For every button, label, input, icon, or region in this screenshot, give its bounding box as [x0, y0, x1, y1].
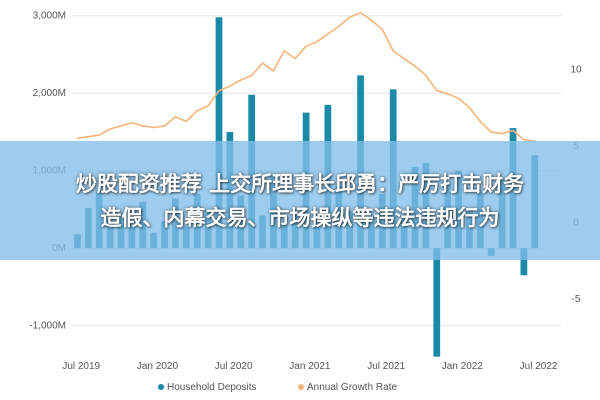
- line-point: [272, 70, 275, 72]
- bar: [433, 248, 441, 357]
- line-point: [337, 25, 340, 28]
- line-point: [207, 105, 209, 107]
- line-point: [239, 79, 242, 81]
- line-point: [327, 33, 329, 35]
- headline-banner: 炒股配资推荐 上交所理事长邱勇：严厉打击财务 造假、内幕交易、市场操纵等违法违规…: [0, 141, 600, 260]
- x-tick-label: Jan 2022: [442, 361, 484, 372]
- line-point: [98, 134, 101, 136]
- x-tick-label: Jan 2020: [137, 361, 179, 372]
- legend: Household Deposits Annual Growth Rate: [158, 382, 397, 393]
- line-point: [185, 120, 188, 123]
- line-point: [414, 65, 416, 68]
- line-point: [152, 126, 155, 129]
- line-point: [305, 45, 307, 48]
- bar: [520, 248, 528, 276]
- y-right-tick-label: 10: [570, 64, 582, 75]
- line-point: [316, 40, 318, 43]
- x-tick-label: Jul 2020: [215, 361, 253, 372]
- line-point: [261, 62, 264, 64]
- line-point: [370, 19, 373, 22]
- headline-line-1: 炒股配资推荐 上交所理事长邱勇：严厉打击财务: [75, 171, 525, 196]
- line-point: [250, 74, 253, 77]
- line-point: [523, 138, 525, 141]
- legend-marker-household-deposits: [158, 384, 164, 390]
- line-point: [174, 115, 177, 118]
- line-point: [479, 120, 482, 123]
- line-point: [490, 131, 493, 133]
- legend-marker-annual-growth-rate: [298, 384, 304, 390]
- line-point: [381, 28, 384, 31]
- legend-label-annual-growth-rate: Annual Growth Rate: [307, 382, 397, 393]
- x-tick-label: Jan 2021: [289, 361, 331, 372]
- y-left-tick-label: -1,000M: [29, 321, 66, 332]
- line-point: [120, 125, 122, 127]
- line-point: [229, 85, 231, 87]
- line-point: [141, 125, 144, 127]
- line-point: [468, 106, 471, 109]
- y-right-tick-label: -5: [572, 294, 581, 305]
- line-point: [76, 137, 79, 140]
- x-tick-label: Jul 2022: [520, 361, 558, 372]
- line-point: [435, 89, 438, 92]
- line-point: [446, 92, 449, 95]
- line-point: [348, 16, 351, 18]
- line-point: [218, 89, 220, 92]
- y-left-tick-label: 2,000M: [33, 88, 66, 99]
- line-point: [283, 50, 286, 52]
- bar: [215, 17, 223, 249]
- x-tick-label: Jul 2019: [62, 361, 100, 372]
- line-point: [359, 11, 362, 14]
- line-point: [131, 122, 133, 124]
- line-point: [457, 97, 460, 100]
- headline-line-2: 造假、内幕交易、市场操纵等违法违规行为: [100, 205, 500, 230]
- line-point: [501, 132, 503, 135]
- line-point: [403, 57, 405, 60]
- line-point: [512, 129, 514, 132]
- y-left-tick-label: 3,000M: [33, 11, 66, 22]
- line-point: [196, 109, 199, 112]
- line-point: [163, 125, 166, 127]
- line-point: [109, 128, 111, 130]
- legend-label-household-deposits: Household Deposits: [167, 382, 257, 393]
- x-axis-ticks: Jul 2019 Jan 2020 Jul 2020 Jan 2021 Jul 2021…: [62, 361, 558, 372]
- line-point: [294, 57, 297, 60]
- x-tick-label: Jul 2021: [367, 361, 405, 372]
- line-point: [87, 135, 90, 138]
- line-series: [76, 11, 536, 143]
- line-point: [425, 74, 427, 77]
- line-point: [392, 50, 395, 52]
